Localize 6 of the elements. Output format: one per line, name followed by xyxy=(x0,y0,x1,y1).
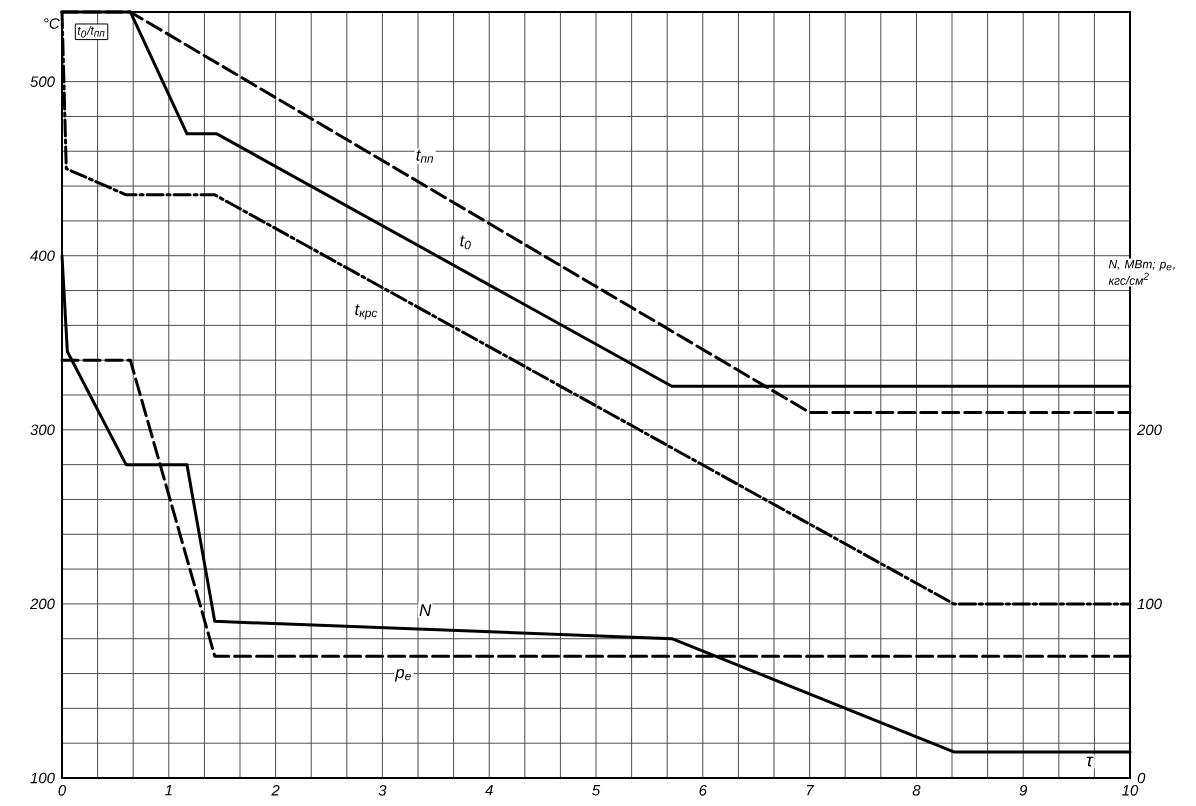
series-label: t$_{крс}$ xyxy=(355,304,378,320)
series-label: N xyxy=(419,604,432,617)
series-label: p$_{e}$ xyxy=(394,668,411,682)
series-label: t$_{0}$ xyxy=(460,235,471,250)
x-axis-title: τ xyxy=(1086,756,1094,767)
series-label: t$_{пп}$ xyxy=(416,149,434,163)
